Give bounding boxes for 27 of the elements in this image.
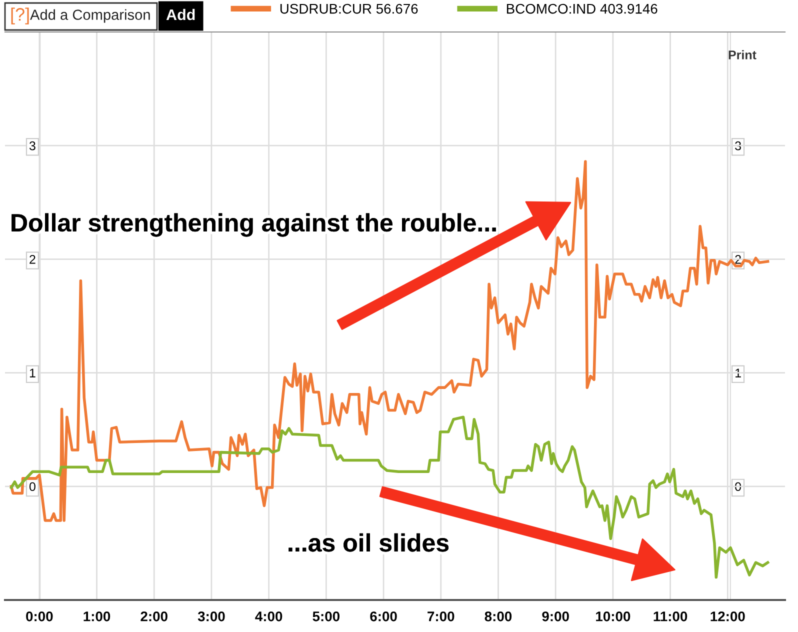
x-tick-label: 12:00 — [710, 611, 745, 622]
legend-label: USDRUB:CUR 56.676 — [280, 4, 418, 14]
x-tick-label: 8:00 — [484, 611, 512, 622]
x-tick-label: 0:00 — [26, 611, 53, 622]
x-tick-label: 7:00 — [428, 611, 454, 622]
x-tick-label: 10:00 — [596, 611, 630, 622]
y-tick-label: 3 — [29, 141, 36, 150]
text: Add — [166, 8, 195, 20]
annotation: ...as oil slides — [288, 533, 449, 552]
x-tick-label: 5:00 — [312, 611, 340, 622]
line-series — [10, 416, 770, 579]
x-tick-label: 9:00 — [542, 611, 569, 622]
y-tick-label: 0 — [29, 482, 36, 492]
text: Add a Comparison — [30, 9, 150, 23]
x-tick-label: 6:00 — [370, 611, 397, 622]
x-tick-label: 11:00 — [654, 611, 688, 622]
x-tick-label: 4:00 — [255, 611, 282, 622]
x-tick-label: 1:00 — [84, 611, 110, 622]
annotation: Dollar strengthening against the rouble... — [12, 213, 496, 237]
y-tick-label: 2 — [30, 255, 36, 264]
text: [?] — [11, 8, 29, 24]
legend-label: BCOMCO:IND 403.9146 — [506, 4, 658, 14]
x-tick-label: 3:00 — [198, 611, 225, 622]
y-tick-label: 1 — [30, 368, 36, 378]
line-series — [10, 160, 770, 522]
x-tick-label: 2:00 — [140, 611, 168, 622]
annotation: Print — [728, 50, 756, 60]
